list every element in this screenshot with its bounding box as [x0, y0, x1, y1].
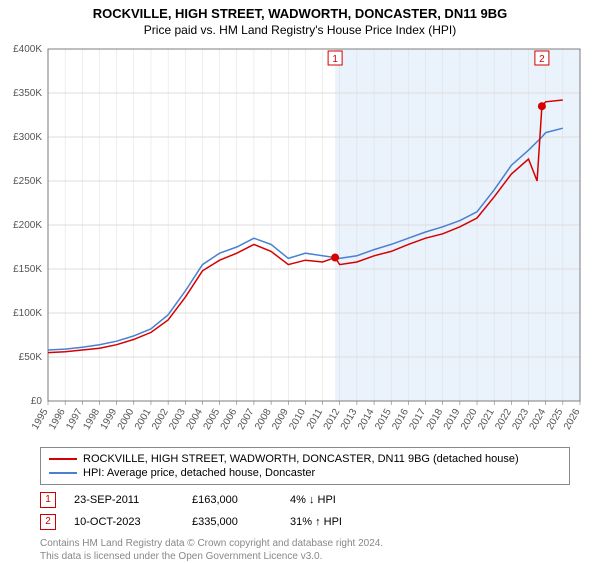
line-chart-svg: £0 £50K £100K £150K £200K £250K £300K £350K £400… — [0, 41, 600, 441]
svg-text:2014: 2014 — [356, 407, 377, 432]
svg-text:2023: 2023 — [510, 407, 531, 432]
svg-text:2024: 2024 — [528, 407, 549, 432]
legend-label: HPI: Average price, detached house, Donc… — [83, 467, 315, 479]
credits: Contains HM Land Registry data © Crown c… — [40, 537, 570, 563]
sale-marker: 1 — [40, 492, 56, 508]
svg-text:2007: 2007 — [236, 407, 257, 432]
sale-pct: 31% ↑ HPI — [290, 516, 390, 528]
svg-text:2003: 2003 — [167, 407, 188, 432]
svg-text:1998: 1998 — [81, 407, 102, 432]
svg-text:2020: 2020 — [459, 407, 480, 432]
credits-line2: This data is licensed under the Open Gov… — [40, 550, 570, 563]
svg-text:1995: 1995 — [30, 407, 51, 432]
svg-text:£150K: £150K — [13, 264, 42, 275]
svg-text:2018: 2018 — [425, 407, 446, 432]
svg-text:2010: 2010 — [287, 407, 308, 432]
svg-text:£200K: £200K — [13, 220, 42, 231]
svg-text:2006: 2006 — [219, 407, 240, 432]
svg-text:£50K: £50K — [19, 352, 43, 363]
svg-text:£400K: £400K — [13, 44, 42, 55]
sale-row: 2 10-OCT-2023 £335,000 31% ↑ HPI — [40, 511, 570, 533]
svg-text:2005: 2005 — [202, 407, 223, 432]
legend-item: ROCKVILLE, HIGH STREET, WADWORTH, DONCAS… — [49, 452, 561, 466]
sale-price: £335,000 — [192, 516, 272, 528]
svg-text:2022: 2022 — [493, 407, 514, 432]
credits-line1: Contains HM Land Registry data © Crown c… — [40, 537, 570, 550]
sale-pct: 4% ↓ HPI — [290, 494, 390, 506]
svg-text:£300K: £300K — [13, 132, 42, 143]
svg-text:2021: 2021 — [476, 407, 497, 432]
svg-text:2019: 2019 — [442, 407, 463, 432]
legend-box: ROCKVILLE, HIGH STREET, WADWORTH, DONCAS… — [40, 447, 570, 485]
sale-marker: 2 — [40, 514, 56, 530]
chart-subtitle: Price paid vs. HM Land Registry's House … — [0, 21, 600, 41]
sale-date: 10-OCT-2023 — [74, 516, 174, 528]
sale-date: 23-SEP-2011 — [74, 494, 174, 506]
chart-title: ROCKVILLE, HIGH STREET, WADWORTH, DONCAS… — [0, 0, 600, 21]
sale-row: 1 23-SEP-2011 £163,000 4% ↓ HPI — [40, 489, 570, 511]
svg-text:2013: 2013 — [339, 407, 360, 432]
legend-swatch — [49, 472, 77, 474]
svg-text:2015: 2015 — [373, 407, 394, 432]
svg-text:2004: 2004 — [184, 407, 205, 432]
sale-price: £163,000 — [192, 494, 272, 506]
svg-text:2000: 2000 — [116, 407, 137, 432]
svg-text:£100K: £100K — [13, 308, 42, 319]
chart-container: ROCKVILLE, HIGH STREET, WADWORTH, DONCAS… — [0, 0, 600, 560]
legend-swatch — [49, 458, 77, 460]
svg-text:2: 2 — [539, 54, 545, 65]
svg-text:2001: 2001 — [133, 407, 154, 432]
svg-text:2026: 2026 — [562, 407, 583, 432]
svg-text:1997: 1997 — [64, 407, 85, 432]
svg-text:£250K: £250K — [13, 176, 42, 187]
svg-text:£0: £0 — [31, 396, 43, 407]
chart-plot: £0 £50K £100K £150K £200K £250K £300K £350K £400… — [0, 41, 600, 441]
svg-text:1: 1 — [332, 54, 338, 65]
svg-text:2002: 2002 — [150, 407, 171, 432]
svg-text:£350K: £350K — [13, 88, 42, 99]
svg-text:1999: 1999 — [99, 407, 120, 432]
svg-text:1996: 1996 — [47, 407, 68, 432]
svg-text:2017: 2017 — [407, 407, 428, 432]
svg-text:2016: 2016 — [390, 407, 411, 432]
svg-text:2009: 2009 — [270, 407, 291, 432]
svg-text:2012: 2012 — [322, 407, 343, 432]
sales-table: 1 23-SEP-2011 £163,000 4% ↓ HPI 2 10-OCT-2023… — [40, 489, 570, 533]
legend-label: ROCKVILLE, HIGH STREET, WADWORTH, DONCAS… — [83, 453, 519, 465]
legend-item: HPI: Average price, detached house, Donc… — [49, 466, 561, 480]
svg-text:2025: 2025 — [545, 407, 566, 432]
svg-text:2008: 2008 — [253, 407, 274, 432]
